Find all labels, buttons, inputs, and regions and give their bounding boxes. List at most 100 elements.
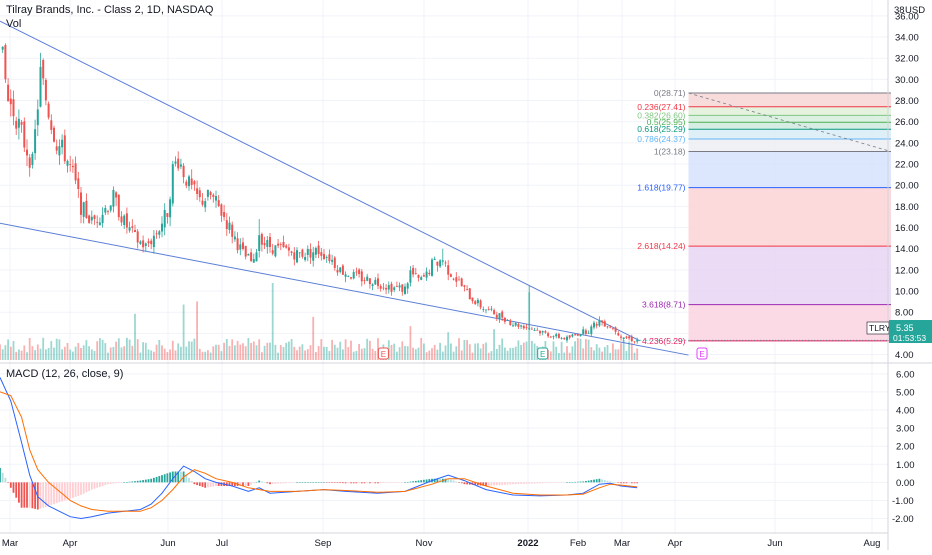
volume-bar [601,351,603,360]
candle-body [544,331,547,333]
candle-body [603,321,606,327]
volume-bar [420,337,423,360]
fibonacci-extension[interactable]: 0(28.71) 0.236(27.41)0.382(26.60)0.5(25.9… [637,88,892,346]
candle-body [382,287,385,289]
price-tick-label: 10.00 [895,287,919,298]
candle-body [314,248,317,255]
macd-histogram-bar [533,482,536,484]
macd-histogram-bar [377,482,379,484]
macd-histogram-bar [204,482,207,488]
candle-body [23,121,26,148]
candle-body [306,248,309,256]
macd-histogram-bar [420,480,423,483]
volume-bar [182,304,185,360]
volume-bar [190,341,193,360]
earnings-marker[interactable]: E [537,347,549,360]
macd-histogram-bar [247,482,250,486]
macd-histogram-bar [39,482,42,509]
volume-bar [533,343,536,360]
macd-histogram-bar [328,482,331,483]
candle-body [404,286,406,295]
volume-bar [452,351,455,360]
earnings-badge[interactable] [537,347,549,360]
candle-body [331,259,334,262]
volume-bar [574,341,576,360]
macd-histogram-bar [358,482,360,484]
volume-bar [207,350,209,360]
volume-bar [498,344,501,360]
trendlines[interactable] [0,20,689,356]
macd-histogram-bar [255,481,258,483]
candle-body [428,272,431,275]
volume-bar [74,346,77,360]
volume-bar [458,338,460,360]
macd-histogram-bar [196,482,198,486]
volume-bar [406,346,409,360]
candle-body [490,308,493,310]
price-axis[interactable]: 36.00 34.00 32.00 30.00 28.00 26.00 24.00 22.00… [892,11,919,525]
volume-bar [255,345,258,360]
macd-histogram-bar [142,480,144,483]
macd-histogram-bar [466,482,468,485]
volume-bar [144,342,147,360]
macd-histogram-bar [412,481,414,483]
volume-bar [185,346,188,360]
macd-histogram-bar [23,482,26,508]
macd-histogram-bar [279,482,282,484]
candle-body [609,326,612,328]
symbol-title[interactable]: Tilray Brands, Inc. - Class 2, 1D, NASDA… [6,4,214,16]
volume-bar [504,347,506,360]
macd-histogram-bar [606,480,609,483]
volume-bar [266,342,269,360]
macd-histogram-bar [585,481,587,483]
volume-bar [309,345,312,360]
earnings-badge[interactable] [696,347,708,360]
macd-histogram-bar [18,482,20,503]
volume-bar [609,352,612,360]
earnings-badge[interactable] [377,347,389,360]
candle-body [587,332,590,334]
currency-label[interactable]: USD [905,5,925,16]
earnings-marker[interactable]: E [377,347,389,360]
macd-histogram-bar [482,482,485,486]
earnings-marker[interactable]: E [696,347,708,360]
candle-body [28,157,31,168]
volume-bar [622,340,625,360]
candle-body [239,244,242,250]
candle-body [633,341,636,343]
volume-bar [436,349,439,360]
macd-histogram-bar [31,482,34,509]
macd-histogram-bar [323,482,325,483]
volume-label[interactable]: Vol [6,18,21,30]
macd-histogram-bar [250,482,252,485]
candle-body [360,271,363,282]
macd-label[interactable]: MACD (12, 26, close, 9) [6,368,123,380]
macd-line [0,377,638,520]
candle-body [590,326,593,335]
volume-bar [576,338,579,360]
macd-histogram-bar [90,482,93,490]
macd-histogram-bar [558,482,560,483]
candle-body [371,284,374,287]
fib-level-label: 4.236(5.29) [642,336,686,346]
time-axis[interactable]: Mar Apr Jun Jul Sep Nov 2022 Feb Mar Apr Jun Aug [2,538,881,549]
macd-histogram-bar [460,482,463,484]
macd-histogram-bar [552,482,555,483]
macd-histogram-bar [112,482,115,484]
volume-bar [20,350,23,360]
candle-body [514,322,517,326]
price-tick-label: 26.00 [895,117,919,128]
candle-body [582,329,585,334]
volume-bar [180,346,182,360]
trendline-upper[interactable] [0,20,641,342]
macd-histogram-bar [298,482,301,483]
macd-histogram-bar [428,479,431,483]
trendline-lower[interactable] [0,222,689,356]
candle-body [282,241,285,248]
macd-histogram-bar [347,482,350,484]
macd-histogram-bar [107,482,109,485]
candle-body [568,335,571,338]
volume-bar [99,338,101,360]
